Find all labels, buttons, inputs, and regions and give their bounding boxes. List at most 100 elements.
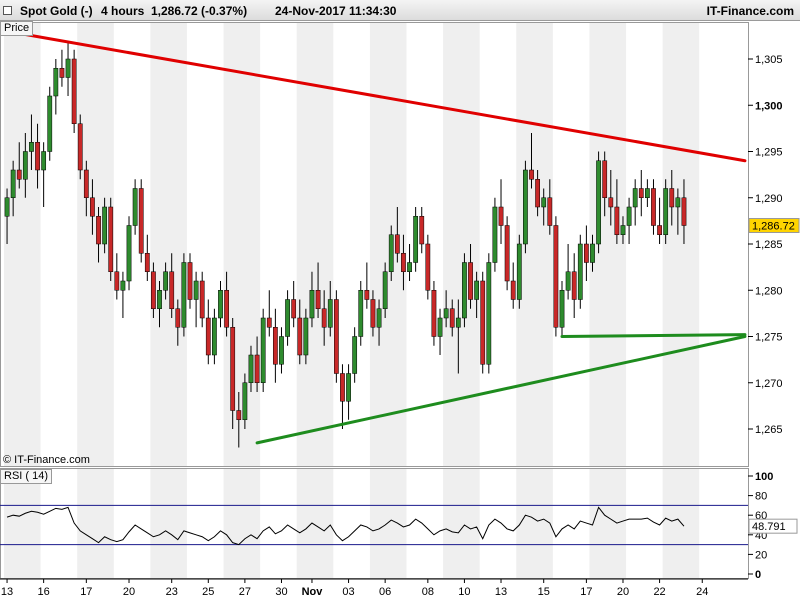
x-tick-label: 10 bbox=[458, 586, 470, 598]
candle-up bbox=[565, 271, 571, 291]
x-tick-label: 20 bbox=[617, 586, 629, 598]
x-tick-label: 22 bbox=[653, 586, 665, 598]
candle-down bbox=[638, 188, 644, 198]
day-shade bbox=[4, 22, 41, 466]
day-shade bbox=[223, 22, 261, 466]
day-shade bbox=[589, 468, 627, 578]
x-tick-label: 13 bbox=[495, 586, 507, 598]
candle-up bbox=[644, 188, 650, 198]
candle-up bbox=[443, 308, 449, 319]
candle-up bbox=[516, 243, 522, 300]
candle-down bbox=[364, 290, 370, 300]
price-tick-label: 1,305 bbox=[755, 54, 783, 66]
candle-up bbox=[120, 280, 126, 291]
candle-down bbox=[321, 308, 327, 328]
candle-down bbox=[584, 243, 589, 263]
candle-up bbox=[132, 188, 138, 226]
x-tick-label: 30 bbox=[275, 586, 287, 598]
day-shade bbox=[77, 468, 114, 578]
candle-down bbox=[602, 160, 608, 198]
x-tick-label: 16 bbox=[38, 586, 50, 598]
candle-up bbox=[47, 95, 53, 152]
candle-up bbox=[486, 262, 492, 365]
candle-up bbox=[65, 58, 71, 78]
trendline-rising-support bbox=[255, 335, 747, 445]
candle-up bbox=[309, 290, 315, 319]
x-tick-label: 17 bbox=[80, 586, 92, 598]
candle-down bbox=[205, 317, 211, 356]
candle-up bbox=[163, 271, 168, 291]
candle-up bbox=[474, 280, 480, 300]
rsi-value: 48.791 bbox=[752, 521, 786, 533]
candle-down bbox=[510, 280, 516, 300]
candle-up bbox=[352, 336, 358, 374]
candle-down bbox=[114, 271, 120, 291]
day-shade bbox=[516, 22, 553, 466]
candle-down bbox=[681, 197, 687, 226]
day-shade bbox=[77, 22, 114, 466]
candle-down bbox=[291, 299, 297, 319]
instrument-title: Spot Gold (-) bbox=[20, 4, 93, 18]
candle-up bbox=[388, 234, 394, 272]
candle-up bbox=[4, 197, 10, 217]
candle-down bbox=[431, 290, 437, 337]
candle-down bbox=[90, 197, 95, 217]
day-shade bbox=[369, 22, 407, 466]
candle-down bbox=[669, 188, 675, 208]
rsi-tick-label: 100 bbox=[755, 471, 773, 483]
candle-up bbox=[10, 169, 16, 198]
candle-up bbox=[102, 206, 108, 245]
day-shade bbox=[589, 22, 627, 466]
candle-down bbox=[535, 179, 540, 208]
candle-up bbox=[327, 299, 333, 328]
x-tick-label: 13 bbox=[1, 586, 13, 598]
last-price-box bbox=[748, 218, 800, 233]
x-tick-label: 20 bbox=[123, 586, 135, 598]
price-tick-label: 1,275 bbox=[755, 332, 783, 344]
price-tick-label: 1,300 bbox=[755, 100, 783, 112]
day-shade bbox=[443, 22, 480, 466]
price-tick-label: 1,265 bbox=[755, 424, 783, 436]
candle-down bbox=[340, 373, 345, 402]
candle-up bbox=[559, 290, 565, 328]
candle-up bbox=[157, 290, 162, 309]
candle-down bbox=[96, 216, 101, 245]
candle-up bbox=[620, 225, 626, 235]
brand-label: IT-Finance.com bbox=[706, 4, 794, 18]
candle-down bbox=[529, 169, 534, 180]
candle-up bbox=[279, 336, 284, 365]
candle-down bbox=[651, 188, 656, 226]
candle-down bbox=[468, 262, 473, 300]
price-tick-label: 1,295 bbox=[755, 147, 783, 159]
candle-down bbox=[16, 169, 22, 180]
candle-down bbox=[571, 271, 577, 300]
rsi-tick-label: 20 bbox=[755, 549, 767, 561]
day-shade bbox=[516, 468, 553, 578]
chart-header: Spot Gold (-) 4 hours 1,286.72 (-0.37%) … bbox=[0, 0, 800, 21]
candle-down bbox=[108, 206, 114, 272]
candle-up bbox=[413, 216, 419, 263]
candle-down bbox=[175, 308, 181, 328]
candle-down bbox=[608, 197, 614, 208]
x-tick-label: 15 bbox=[538, 586, 550, 598]
x-tick-label: 24 bbox=[696, 586, 708, 598]
candle-up bbox=[590, 243, 595, 263]
candle-up bbox=[242, 382, 248, 420]
rsi-panel-label: RSI ( 14) bbox=[0, 469, 53, 484]
candle-down bbox=[480, 280, 486, 365]
rsi-line bbox=[6, 506, 685, 546]
candle-down bbox=[547, 197, 553, 226]
candle-up bbox=[596, 160, 601, 245]
candle-up bbox=[218, 290, 223, 319]
window-icon[interactable] bbox=[3, 6, 12, 15]
candle-down bbox=[35, 142, 40, 171]
price-tick-label: 1,290 bbox=[755, 193, 783, 205]
x-tick-label: 17 bbox=[580, 586, 592, 598]
watermark: © IT-Finance.com bbox=[3, 454, 90, 466]
candle-down bbox=[553, 225, 559, 328]
price-tick-label: 1,285 bbox=[755, 239, 783, 251]
candle-up bbox=[382, 271, 388, 309]
candle-down bbox=[498, 206, 504, 226]
candle-down bbox=[230, 327, 236, 411]
price-tick-label: 1,270 bbox=[755, 378, 783, 390]
